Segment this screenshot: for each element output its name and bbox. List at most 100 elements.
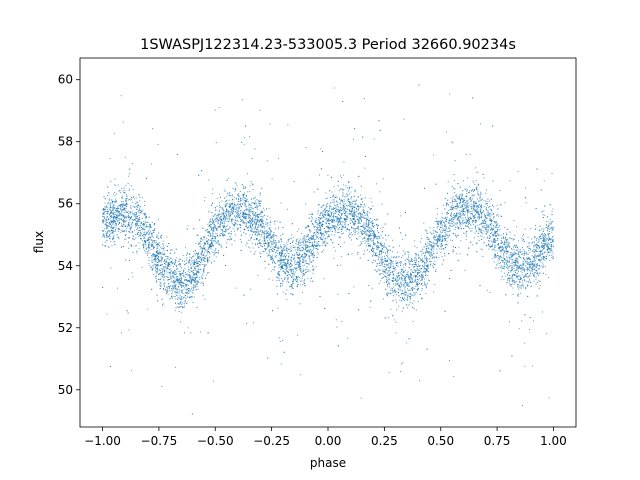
data-point	[405, 269, 407, 271]
data-point	[449, 225, 451, 227]
data-point	[185, 285, 187, 287]
data-point	[191, 296, 193, 298]
data-point	[298, 268, 300, 270]
data-point	[484, 203, 486, 205]
data-point	[552, 240, 554, 242]
data-point	[208, 271, 210, 273]
data-point	[432, 241, 434, 243]
data-point	[109, 217, 111, 219]
data-point	[105, 223, 107, 225]
data-point	[313, 244, 315, 246]
data-point	[128, 189, 130, 191]
data-point	[209, 219, 211, 221]
data-point	[406, 285, 408, 287]
data-point	[237, 217, 239, 219]
data-point	[498, 267, 499, 269]
data-point	[548, 251, 550, 253]
data-point	[518, 293, 520, 295]
data-point	[118, 220, 120, 222]
data-point	[486, 231, 488, 233]
data-point	[271, 249, 273, 251]
data-point	[160, 256, 162, 258]
data-point	[243, 217, 245, 219]
data-point	[161, 386, 163, 388]
data-point	[119, 204, 121, 206]
data-point	[145, 226, 147, 228]
data-point	[245, 208, 247, 210]
data-point	[434, 230, 436, 232]
data-point	[399, 278, 401, 280]
data-point	[327, 175, 329, 177]
data-point	[219, 207, 221, 209]
data-point	[228, 214, 230, 216]
data-point	[539, 255, 541, 257]
data-point	[152, 229, 154, 231]
data-point	[269, 233, 271, 235]
data-point	[110, 240, 112, 242]
data-point	[427, 251, 428, 253]
data-point	[128, 247, 130, 249]
data-point	[276, 235, 278, 237]
data-point	[369, 237, 371, 239]
data-point	[542, 311, 544, 313]
data-point	[376, 230, 378, 232]
data-point	[529, 269, 531, 271]
data-point	[215, 228, 217, 230]
data-point	[195, 283, 197, 285]
data-point	[547, 234, 549, 236]
data-point	[461, 206, 463, 208]
data-point	[346, 195, 348, 197]
data-point	[270, 259, 272, 261]
data-point	[134, 230, 136, 232]
data-point	[332, 219, 334, 221]
data-point	[244, 137, 246, 139]
data-point	[315, 233, 317, 235]
data-point	[315, 219, 317, 221]
data-point	[475, 231, 477, 233]
data-point	[450, 213, 452, 215]
data-point	[476, 230, 478, 232]
data-point	[424, 278, 426, 280]
data-point	[475, 205, 477, 207]
data-point	[534, 236, 536, 238]
data-point	[129, 231, 131, 233]
data-point	[495, 256, 497, 258]
data-point	[206, 254, 208, 256]
data-point	[192, 289, 194, 291]
data-point	[125, 220, 127, 222]
data-point	[335, 319, 337, 321]
data-point	[163, 284, 165, 286]
data-point	[436, 242, 438, 244]
data-point	[160, 253, 162, 255]
data-point	[256, 222, 258, 224]
data-point	[461, 197, 463, 199]
data-point	[203, 269, 205, 271]
data-point	[413, 294, 415, 296]
data-point	[207, 257, 209, 259]
data-point	[273, 269, 275, 271]
data-point	[508, 241, 510, 243]
data-point	[379, 280, 381, 282]
data-point	[299, 260, 301, 262]
data-point	[179, 297, 181, 299]
data-point	[518, 240, 520, 242]
data-point	[345, 195, 347, 197]
data-point	[231, 194, 233, 196]
data-point	[279, 259, 281, 261]
data-point	[141, 221, 143, 223]
data-point	[471, 230, 473, 232]
data-point	[138, 221, 140, 223]
data-point	[417, 279, 419, 281]
data-point	[464, 205, 466, 207]
data-point	[240, 205, 242, 207]
data-point	[425, 293, 427, 295]
data-point	[316, 230, 318, 232]
data-point	[250, 237, 252, 239]
data-point	[507, 243, 509, 245]
data-point	[314, 220, 316, 222]
data-point	[489, 240, 491, 242]
data-point	[261, 216, 263, 218]
data-point	[476, 219, 478, 221]
data-point	[546, 246, 548, 248]
data-point	[386, 293, 388, 295]
